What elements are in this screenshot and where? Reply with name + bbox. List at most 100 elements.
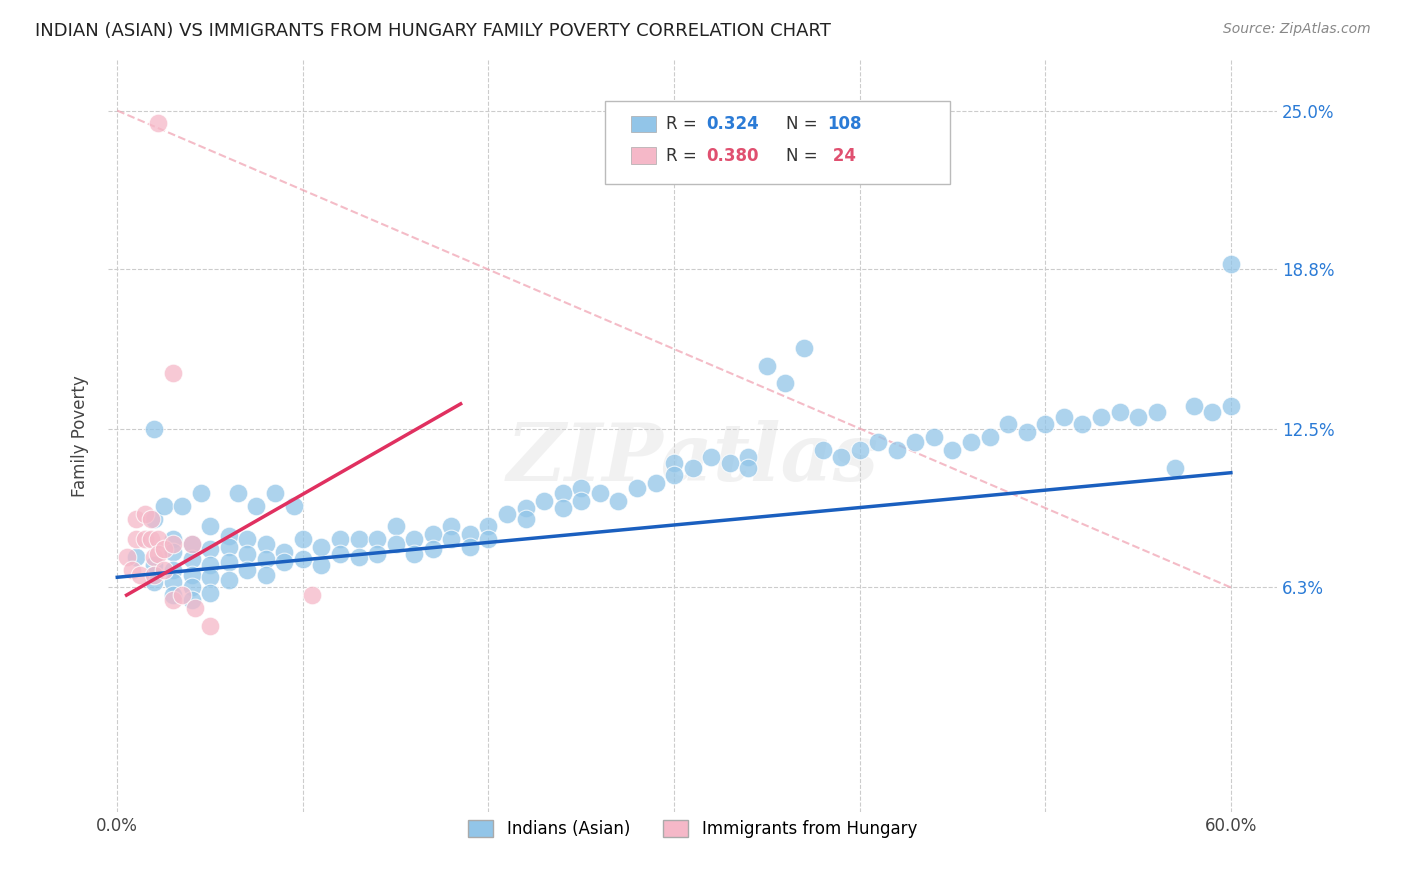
Point xyxy=(198,542,221,557)
Point xyxy=(1126,409,1149,424)
Point xyxy=(180,593,202,607)
Point xyxy=(162,545,184,559)
Point xyxy=(311,540,333,554)
Point xyxy=(366,532,388,546)
Point xyxy=(347,532,370,546)
Point xyxy=(718,456,741,470)
Point xyxy=(162,563,184,577)
Point xyxy=(700,450,723,465)
Bar xyxy=(631,116,657,132)
Point xyxy=(904,435,927,450)
Point xyxy=(198,570,221,584)
Point xyxy=(143,549,166,564)
Point xyxy=(384,519,406,533)
Point xyxy=(404,547,426,561)
Point xyxy=(301,588,323,602)
Point xyxy=(218,529,240,543)
Point xyxy=(997,417,1019,432)
Point xyxy=(254,552,277,566)
Legend: Indians (Asian), Immigrants from Hungary: Indians (Asian), Immigrants from Hungary xyxy=(461,814,924,845)
Point xyxy=(143,567,166,582)
Point xyxy=(152,563,174,577)
Point xyxy=(125,549,148,564)
Point xyxy=(662,456,685,470)
Point xyxy=(162,593,184,607)
Point xyxy=(551,486,574,500)
Point xyxy=(979,430,1001,444)
Point xyxy=(180,537,202,551)
Point xyxy=(162,366,184,380)
Point xyxy=(172,499,194,513)
Point xyxy=(139,532,162,546)
Point xyxy=(329,532,352,546)
Point xyxy=(264,486,287,500)
Point xyxy=(283,499,305,513)
Text: N =: N = xyxy=(786,115,823,133)
Point xyxy=(384,537,406,551)
Point xyxy=(198,618,221,632)
Point xyxy=(218,540,240,554)
Point xyxy=(311,558,333,572)
Point xyxy=(1015,425,1038,439)
Point xyxy=(226,486,249,500)
Point xyxy=(569,493,592,508)
Point xyxy=(1146,404,1168,418)
Point xyxy=(515,511,537,525)
Point xyxy=(291,532,314,546)
Point xyxy=(184,600,207,615)
Text: INDIAN (ASIAN) VS IMMIGRANTS FROM HUNGARY FAMILY POVERTY CORRELATION CHART: INDIAN (ASIAN) VS IMMIGRANTS FROM HUNGAR… xyxy=(35,22,831,40)
Point xyxy=(477,532,499,546)
Text: Source: ZipAtlas.com: Source: ZipAtlas.com xyxy=(1223,22,1371,37)
Point xyxy=(254,567,277,582)
Point xyxy=(162,588,184,602)
Y-axis label: Family Poverty: Family Poverty xyxy=(72,375,89,497)
Point xyxy=(607,493,630,508)
Point xyxy=(121,563,143,577)
Point xyxy=(236,532,259,546)
Point xyxy=(143,422,166,436)
Text: 108: 108 xyxy=(827,115,862,133)
Point xyxy=(139,511,162,525)
Point xyxy=(551,501,574,516)
Point xyxy=(1071,417,1094,432)
Point xyxy=(440,532,463,546)
Point xyxy=(218,555,240,569)
Point xyxy=(569,481,592,495)
Point xyxy=(811,442,834,457)
Point xyxy=(152,499,174,513)
Point xyxy=(198,558,221,572)
Text: R =: R = xyxy=(665,115,702,133)
Point xyxy=(793,341,815,355)
Point xyxy=(347,549,370,564)
FancyBboxPatch shape xyxy=(605,101,950,184)
Point xyxy=(477,519,499,533)
Point xyxy=(236,547,259,561)
Point xyxy=(515,501,537,516)
Point xyxy=(626,481,648,495)
Bar xyxy=(631,147,657,164)
Point xyxy=(162,537,184,551)
Point xyxy=(960,435,983,450)
Point xyxy=(125,532,148,546)
Point xyxy=(180,552,202,566)
Point xyxy=(180,537,202,551)
Point xyxy=(134,532,156,546)
Point xyxy=(775,376,797,391)
Point xyxy=(198,585,221,599)
Point xyxy=(422,527,444,541)
Text: N =: N = xyxy=(786,147,823,165)
Point xyxy=(941,442,963,457)
Point xyxy=(404,532,426,546)
Point xyxy=(273,545,295,559)
Point xyxy=(172,588,194,602)
Point xyxy=(1090,409,1112,424)
Point xyxy=(682,460,704,475)
Point xyxy=(644,475,666,490)
Text: 0.380: 0.380 xyxy=(707,147,759,165)
Point xyxy=(1219,400,1241,414)
Point xyxy=(886,442,908,457)
Point xyxy=(143,558,166,572)
Point xyxy=(180,567,202,582)
Point xyxy=(190,486,212,500)
Point xyxy=(868,435,890,450)
